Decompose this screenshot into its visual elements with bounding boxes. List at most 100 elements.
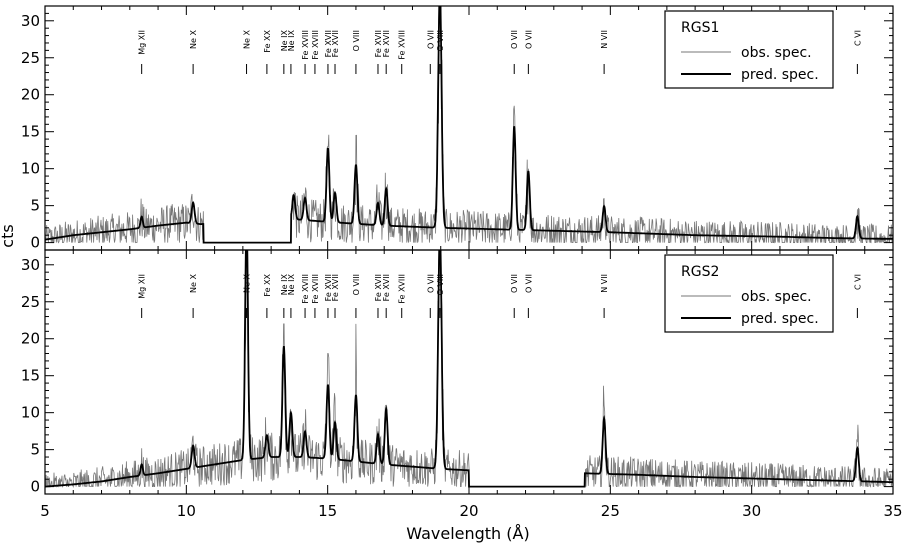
y-tick-label: 5 bbox=[30, 197, 40, 215]
line-id-label: Fe XVIII bbox=[311, 30, 320, 60]
line-id-label: Mg XII bbox=[138, 274, 147, 299]
y-tick-label: 0 bbox=[30, 234, 40, 252]
line-id-marker: Fe XX bbox=[263, 29, 272, 74]
line-id-label: Ne X bbox=[189, 29, 198, 48]
line-id-marker: Ne X bbox=[243, 273, 252, 318]
line-id-label: Fe XVII bbox=[374, 274, 383, 301]
y-tick-label: 25 bbox=[21, 293, 40, 311]
line-id-label: Ne X bbox=[189, 273, 198, 292]
line-id-label: O VII bbox=[426, 30, 435, 49]
line-id-label: C VI bbox=[853, 30, 862, 46]
y-tick-label: 30 bbox=[21, 12, 40, 30]
x-tick-label: 25 bbox=[601, 502, 620, 520]
y-axis-label: cts bbox=[0, 224, 17, 247]
line-id-marker: O VIII bbox=[352, 274, 361, 318]
line-id-label: Fe XVII bbox=[331, 30, 340, 57]
y-tick-label: 5 bbox=[30, 441, 40, 459]
line-id-label: Fe XVIII bbox=[311, 274, 320, 304]
y-tick-label: 20 bbox=[21, 86, 40, 104]
line-id-marker: Fe XVII bbox=[324, 30, 333, 74]
legend: RGS1 obs. spec. pred. spec. bbox=[664, 10, 834, 89]
line-id-marker: Fe XVII bbox=[324, 274, 333, 318]
line-id-marker: N VII bbox=[600, 30, 609, 74]
y-tick-label: 20 bbox=[21, 330, 40, 348]
line-id-label: O VII bbox=[524, 30, 533, 49]
y-tick-label: 10 bbox=[21, 160, 40, 178]
legend-title: RGS2 bbox=[681, 264, 719, 280]
line-id-marker: Ne IX bbox=[287, 273, 296, 318]
line-id-marker: Fe XVIII bbox=[398, 30, 407, 74]
line-id-marker: Ne IX bbox=[280, 29, 289, 74]
line-id-label: N VII bbox=[600, 274, 609, 293]
line-id-label: Fe XX bbox=[263, 29, 272, 52]
legend: RGS2 obs. spec. pred. spec. bbox=[664, 254, 834, 333]
line-id-label: O VII bbox=[524, 274, 533, 293]
x-axis-label: Wavelength (Å) bbox=[406, 524, 529, 543]
line-id-label: Ne IX bbox=[287, 273, 296, 295]
x-tick-label: 20 bbox=[459, 502, 478, 520]
line-id-label: Fe XVIII bbox=[398, 30, 407, 60]
line-id-marker: Fe XVIII bbox=[301, 30, 310, 74]
line-id-marker: N VII bbox=[600, 274, 609, 318]
line-id-marker: C VI bbox=[853, 274, 862, 318]
line-id-marker: O VIII bbox=[436, 274, 445, 318]
line-id-marker: Fe XVIII bbox=[311, 30, 320, 74]
line-id-marker: Fe XVII bbox=[374, 30, 383, 74]
line-id-label: Fe XX bbox=[263, 273, 272, 296]
line-id-label: O VIII bbox=[352, 30, 361, 51]
line-id-marker: Fe XX bbox=[263, 273, 272, 318]
line-id-marker: O VII bbox=[426, 274, 435, 318]
line-id-marker: Mg XII bbox=[138, 30, 147, 74]
line-id-label: O VII bbox=[510, 274, 519, 293]
line-id-label: O VII bbox=[426, 274, 435, 293]
line-id-label: Mg XII bbox=[138, 30, 147, 55]
line-id-label: N VII bbox=[600, 30, 609, 49]
predicted-spectrum-line bbox=[45, 6, 893, 244]
line-id-label: Fe XVII bbox=[374, 30, 383, 57]
line-id-marker: Fe XVII bbox=[382, 274, 391, 318]
line-id-marker: Fe XVII bbox=[374, 274, 383, 318]
legend-title: RGS1 bbox=[681, 20, 719, 36]
line-id-label: Ne X bbox=[243, 29, 252, 48]
legend-box bbox=[664, 10, 834, 89]
line-id-label: C VI bbox=[853, 274, 862, 290]
legend-pred-label: pred. spec. bbox=[741, 67, 819, 83]
line-id-marker: O VII bbox=[524, 30, 533, 74]
x-tick-label: 10 bbox=[177, 502, 196, 520]
line-id-label: O VII bbox=[510, 30, 519, 49]
line-id-marker: O VII bbox=[510, 30, 519, 74]
line-id-label: Ne IX bbox=[280, 273, 289, 295]
line-id-label: Fe XVIII bbox=[398, 274, 407, 304]
line-id-marker: Fe XVII bbox=[331, 30, 340, 74]
x-tick-label: 35 bbox=[883, 502, 902, 520]
line-id-marker: Fe XVII bbox=[331, 274, 340, 318]
line-id-marker: O VII bbox=[524, 274, 533, 318]
line-id-marker: Fe XVIII bbox=[311, 274, 320, 318]
legend-box bbox=[664, 254, 834, 333]
line-id-label: O VIII bbox=[436, 274, 445, 295]
y-tick-label: 10 bbox=[21, 404, 40, 422]
legend-obs-label: obs. spec. bbox=[741, 45, 812, 61]
y-tick-label: 30 bbox=[21, 256, 40, 274]
legend-pred-label: pred. spec. bbox=[741, 311, 819, 327]
legend-obs-label: obs. spec. bbox=[741, 289, 812, 305]
x-tick-label: 5 bbox=[40, 502, 50, 520]
line-id-marker: Fe XVII bbox=[382, 30, 391, 74]
y-tick-label: 25 bbox=[21, 49, 40, 67]
line-id-marker: O VII bbox=[510, 274, 519, 318]
line-id-label: Fe XVII bbox=[324, 30, 333, 57]
line-id-label: Fe XVIII bbox=[301, 274, 310, 304]
line-id-label: O VIII bbox=[436, 30, 445, 51]
line-id-label: Fe XVII bbox=[324, 274, 333, 301]
line-id-label: Fe XVIII bbox=[301, 30, 310, 60]
line-id-marker: C VI bbox=[853, 30, 862, 74]
line-id-marker: Mg XII bbox=[138, 274, 147, 318]
x-tick-label: 30 bbox=[742, 502, 761, 520]
line-id-label: Ne IX bbox=[280, 29, 289, 51]
line-id-label: Fe XVII bbox=[382, 274, 391, 301]
x-tick-label: 15 bbox=[318, 502, 337, 520]
y-tick-label: 0 bbox=[30, 478, 40, 496]
line-id-marker: O VII bbox=[426, 30, 435, 74]
